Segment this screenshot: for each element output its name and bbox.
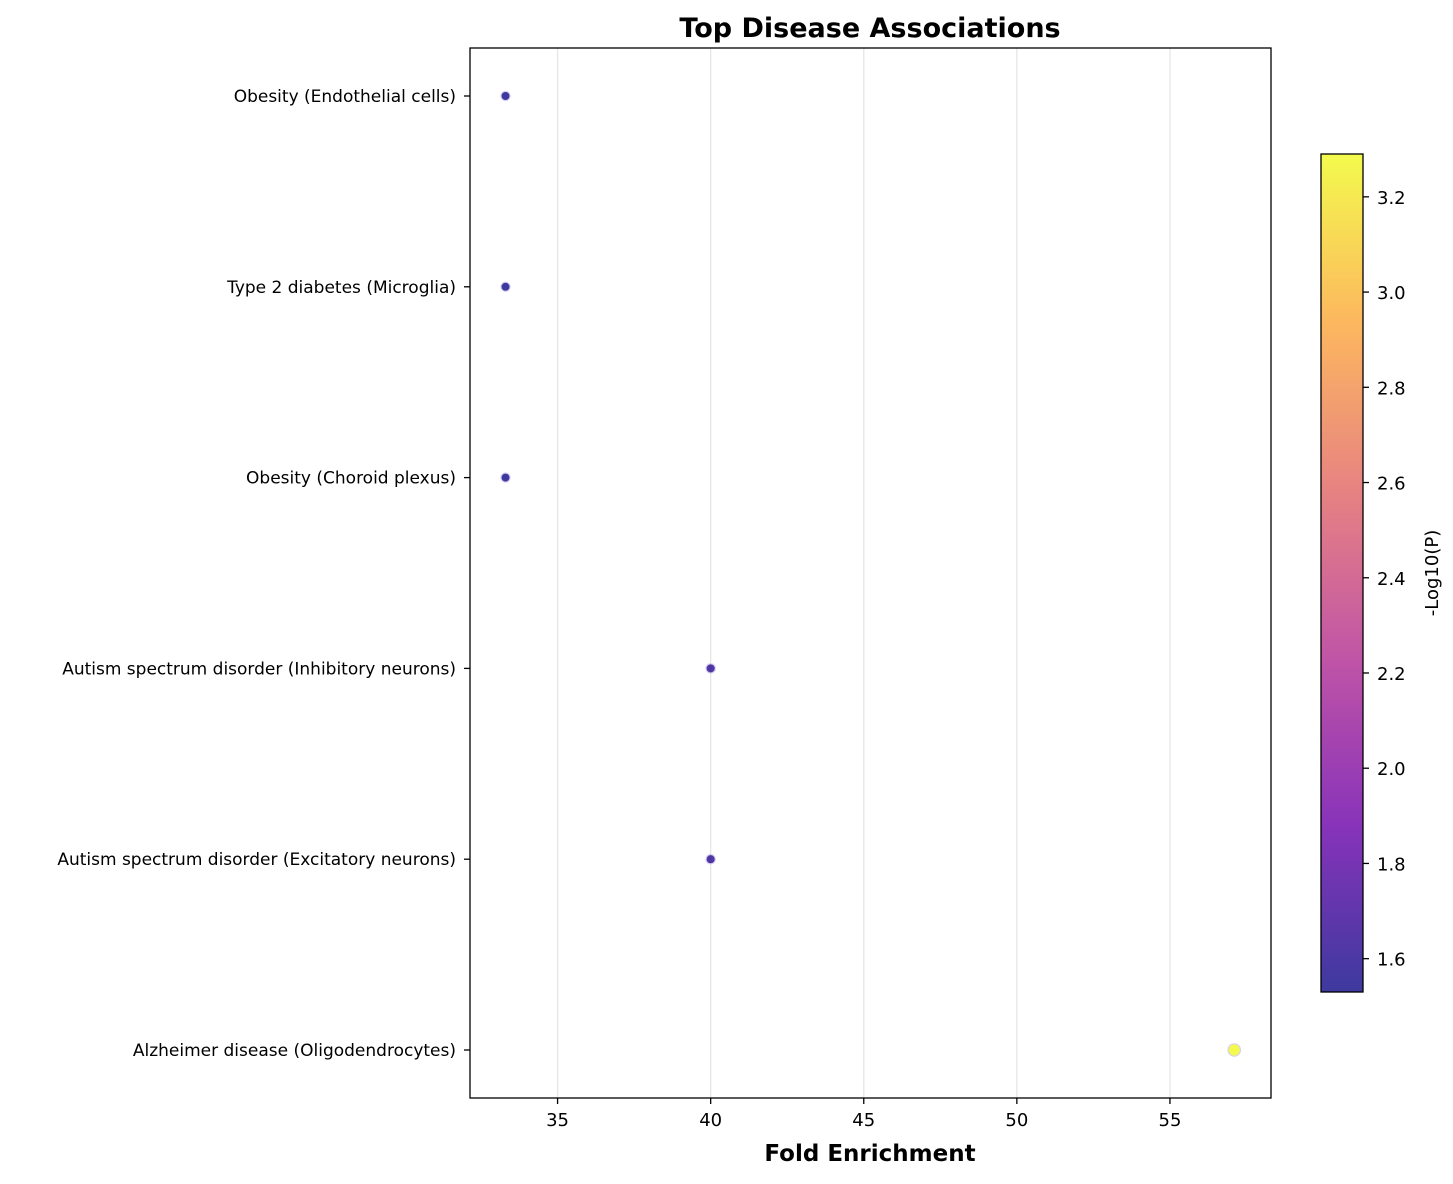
colorbar-tick-label: 3.0 [1377, 283, 1406, 304]
y-axis-ticks: Obesity (Endothelial cells) Type 2 diabet… [57, 87, 470, 1061]
colorbar-tick-label: 2.0 [1377, 759, 1406, 780]
colorbar: 1.6 1.8 2.0 2.2 2.4 2.6 2.8 3.0 3.2 -Log10(P) [1320, 153, 1443, 993]
x-axis-ticks: 35 40 45 50 55 [546, 1098, 1181, 1131]
colorbar-label: -Log10(P) [1422, 530, 1443, 616]
colorbar-tick-label: 2.6 [1377, 474, 1406, 495]
colorbar-tick-label: 3.2 [1377, 188, 1406, 209]
x-axis-label: Fold Enrichment [764, 1141, 975, 1167]
data-points [500, 90, 1242, 1057]
data-point [500, 472, 511, 483]
colorbar-tick-label: 1.8 [1377, 854, 1406, 875]
data-point [500, 90, 511, 102]
plot-frame [469, 47, 1272, 1099]
data-point [500, 281, 511, 292]
y-tick-label: Obesity (Choroid plexus) [246, 469, 456, 489]
x-tick-label: 45 [852, 1110, 875, 1131]
x-tick-label: 40 [699, 1110, 722, 1131]
y-tick-label: Autism spectrum disorder (Inhibitory neu… [62, 659, 456, 679]
colorbar-tick-label: 2.4 [1377, 569, 1406, 590]
colorbar-gradient [1320, 153, 1364, 993]
chart-title: Top Disease Associations [679, 13, 1060, 44]
y-tick-label: Type 2 diabetes (Microglia) [226, 278, 456, 298]
data-point [1227, 1043, 1242, 1057]
grid-lines [556, 48, 1171, 1098]
y-tick-label: Alzheimer disease (Oligodendrocytes) [133, 1041, 456, 1061]
y-tick-label: Autism spectrum disorder (Excitatory neu… [57, 850, 456, 870]
data-point [705, 663, 716, 674]
x-tick-label: 35 [546, 1110, 569, 1131]
x-tick-label: 55 [1159, 1110, 1182, 1131]
y-tick-label: Obesity (Endothelial cells) [234, 87, 456, 107]
colorbar-tick-label: 2.8 [1377, 378, 1406, 399]
x-tick-label: 50 [1005, 1110, 1028, 1131]
colorbar-tick-label: 1.6 [1377, 950, 1406, 971]
colorbar-tick-label: 2.2 [1377, 664, 1406, 685]
data-point [705, 853, 716, 865]
colorbar-ticks: 1.6 1.8 2.0 2.2 2.4 2.6 2.8 3.0 3.2 [1363, 188, 1406, 971]
